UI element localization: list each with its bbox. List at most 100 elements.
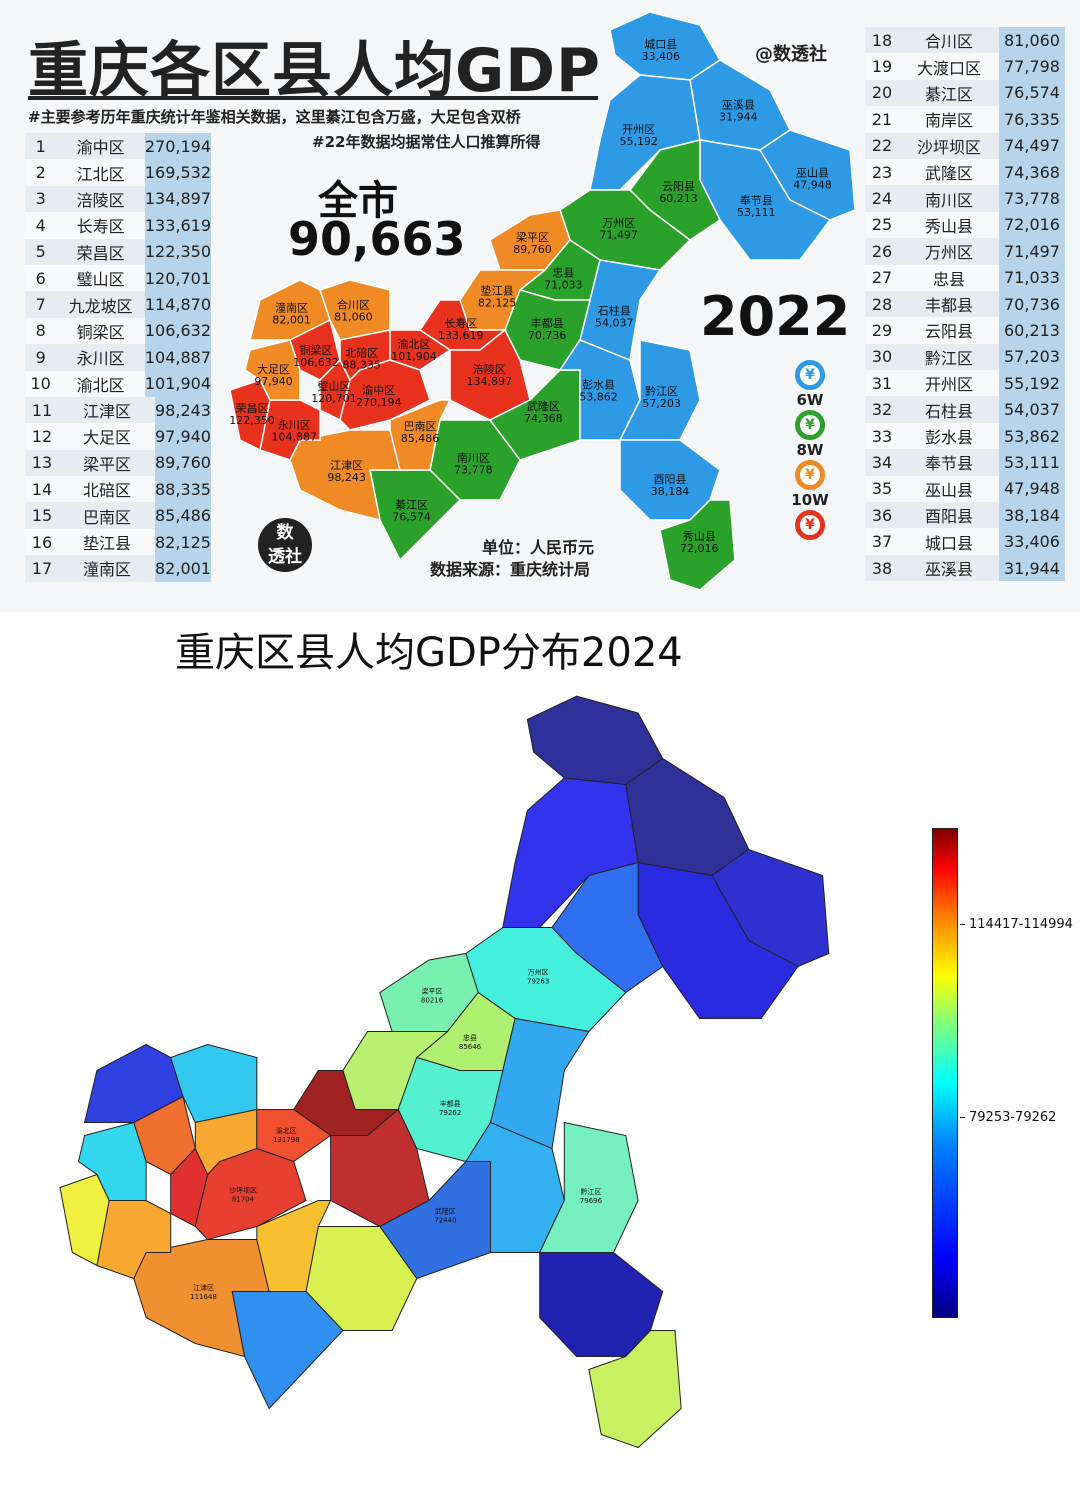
region-name-label: 奉节县	[740, 193, 773, 207]
table-row: 10 渝北区 101,904	[25, 370, 211, 397]
region-value-label: 79696	[580, 1197, 603, 1205]
district-name: 巴南区	[82, 507, 131, 527]
table-row: 36 酉阳县 38,184	[865, 502, 1065, 529]
district-name: 梁平区	[82, 454, 131, 474]
region-2024	[526, 695, 664, 786]
gdp-value: 134,897	[144, 185, 211, 213]
region-value-label: 270,194	[356, 396, 402, 409]
gdp-value: 106,632	[144, 317, 211, 345]
legend-label: 6W	[796, 391, 824, 409]
region-value-label: 85646	[459, 1043, 482, 1051]
district-name: 涪陵区	[76, 190, 125, 210]
gdp-value: 72,016	[999, 211, 1065, 239]
table-row: 5 荣昌区 122,350	[25, 238, 211, 265]
region-2024	[194, 1147, 307, 1241]
table-row: 31 开州区 55,192	[865, 370, 1065, 397]
gdp-value: 74,497	[999, 132, 1065, 159]
gdp-value: 101,904	[144, 370, 211, 397]
legend-label: 10W	[791, 491, 829, 509]
city-average-value: 90,663	[288, 212, 466, 266]
region-2022	[229, 379, 271, 452]
gdp-value: 81,060	[999, 27, 1065, 54]
table-row: 28 丰都县 70,736	[865, 290, 1065, 318]
region-value-label: 76,574	[392, 510, 431, 523]
legend-label	[785, 540, 835, 560]
rank: 12	[31, 426, 53, 446]
rank: 26	[871, 241, 893, 261]
region-name-label: 丰都县	[440, 1099, 461, 1108]
district-name: 沙坪坝区	[916, 137, 981, 157]
region-name-label: 长寿区	[444, 316, 477, 330]
region-name-label: 垫江县	[481, 283, 514, 297]
color-legend: ¥6W ¥8W ¥10W ¥	[785, 360, 835, 560]
rank: 27	[871, 268, 893, 288]
region-name-label: 渝北区	[398, 337, 431, 351]
region-value-label: 57,203	[642, 397, 681, 410]
rank: 20	[871, 83, 893, 103]
district-name: 巫溪县	[924, 560, 973, 579]
rank: 22	[871, 136, 893, 156]
rank: 31	[871, 373, 893, 393]
region-name-label: 沙坪坝区	[229, 1185, 257, 1194]
region-name-label: 渝北区	[276, 1126, 297, 1135]
table-row: 27 忠县 71,033	[865, 264, 1065, 291]
region-value-label: 133,619	[438, 329, 484, 342]
district-name: 彭水县	[924, 428, 973, 448]
region-2024	[330, 1108, 430, 1228]
note-2: #22年数据均据常住人口推算所得	[312, 133, 541, 151]
table-row: 18 合川区 81,060	[865, 27, 1065, 54]
region-name-label: 北碚区	[345, 346, 378, 360]
region-value-label: 53,111	[737, 206, 776, 219]
region-name-label: 武隆区	[527, 399, 560, 413]
rank: 17	[31, 558, 53, 578]
map-2024-title: 重庆区县人均GDP分布2024	[175, 630, 683, 676]
region-value-label: 72440	[434, 1217, 456, 1225]
gdp-value: 53,111	[999, 449, 1065, 476]
district-name: 璧山区	[76, 270, 125, 290]
rank: 9	[35, 347, 46, 367]
region-value-label: 120,701	[311, 392, 357, 405]
source-label: 数据来源：重庆统计局	[430, 560, 591, 579]
region-name-label: 大足区	[257, 362, 290, 376]
table-row: 16 垫江县 82,125	[25, 528, 211, 556]
table-row: 24 南川区 73,778	[865, 185, 1065, 212]
region-2024	[96, 1200, 172, 1280]
district-name: 云阳县	[924, 322, 973, 342]
region-name-label: 梁平区	[516, 230, 549, 244]
gdp-value: 54,037	[999, 396, 1065, 423]
gdp-value: 74,368	[999, 158, 1065, 186]
region-2022	[339, 359, 431, 431]
region-value-label: 38,184	[651, 485, 690, 498]
region-name-label: 巴南区	[404, 420, 437, 433]
district-name: 合川区	[924, 32, 973, 52]
rank: 7	[35, 295, 46, 315]
table-row: 37 城口县 33,406	[865, 528, 1065, 555]
colorbar	[932, 828, 958, 1318]
brand-handle: @数透社	[755, 44, 827, 65]
region-2022	[449, 328, 531, 421]
region-name-label: 酉阳县	[654, 473, 687, 486]
rank: 4	[35, 215, 46, 235]
region-value-label: 74,368	[524, 412, 563, 425]
logo: 数透社	[258, 518, 312, 572]
district-name: 九龙坡区	[68, 296, 133, 316]
region-name-label: 黔江区	[645, 384, 678, 398]
rank: 25	[871, 215, 893, 235]
district-name: 永川区	[76, 349, 125, 369]
region-2022	[289, 429, 401, 522]
region-name-label: 万州区	[528, 969, 549, 977]
region-value-label: 101,904	[391, 350, 437, 363]
year-label: 2022	[700, 285, 851, 348]
region-2024	[625, 757, 750, 877]
region-name-label: 梁平区	[422, 987, 443, 996]
region-name-label: 秀山县	[683, 530, 716, 543]
region-2022	[259, 399, 321, 461]
gdp-value: 33,406	[999, 528, 1065, 555]
table-row: 19 大渡口区 77,798	[865, 53, 1065, 80]
region-value-label: 71,497	[600, 228, 639, 241]
rank: 33	[871, 426, 893, 446]
region-name-label: 武隆区	[435, 1207, 456, 1216]
table-row: 32 石柱县 54,037	[865, 396, 1065, 423]
region-2024	[59, 1173, 110, 1267]
